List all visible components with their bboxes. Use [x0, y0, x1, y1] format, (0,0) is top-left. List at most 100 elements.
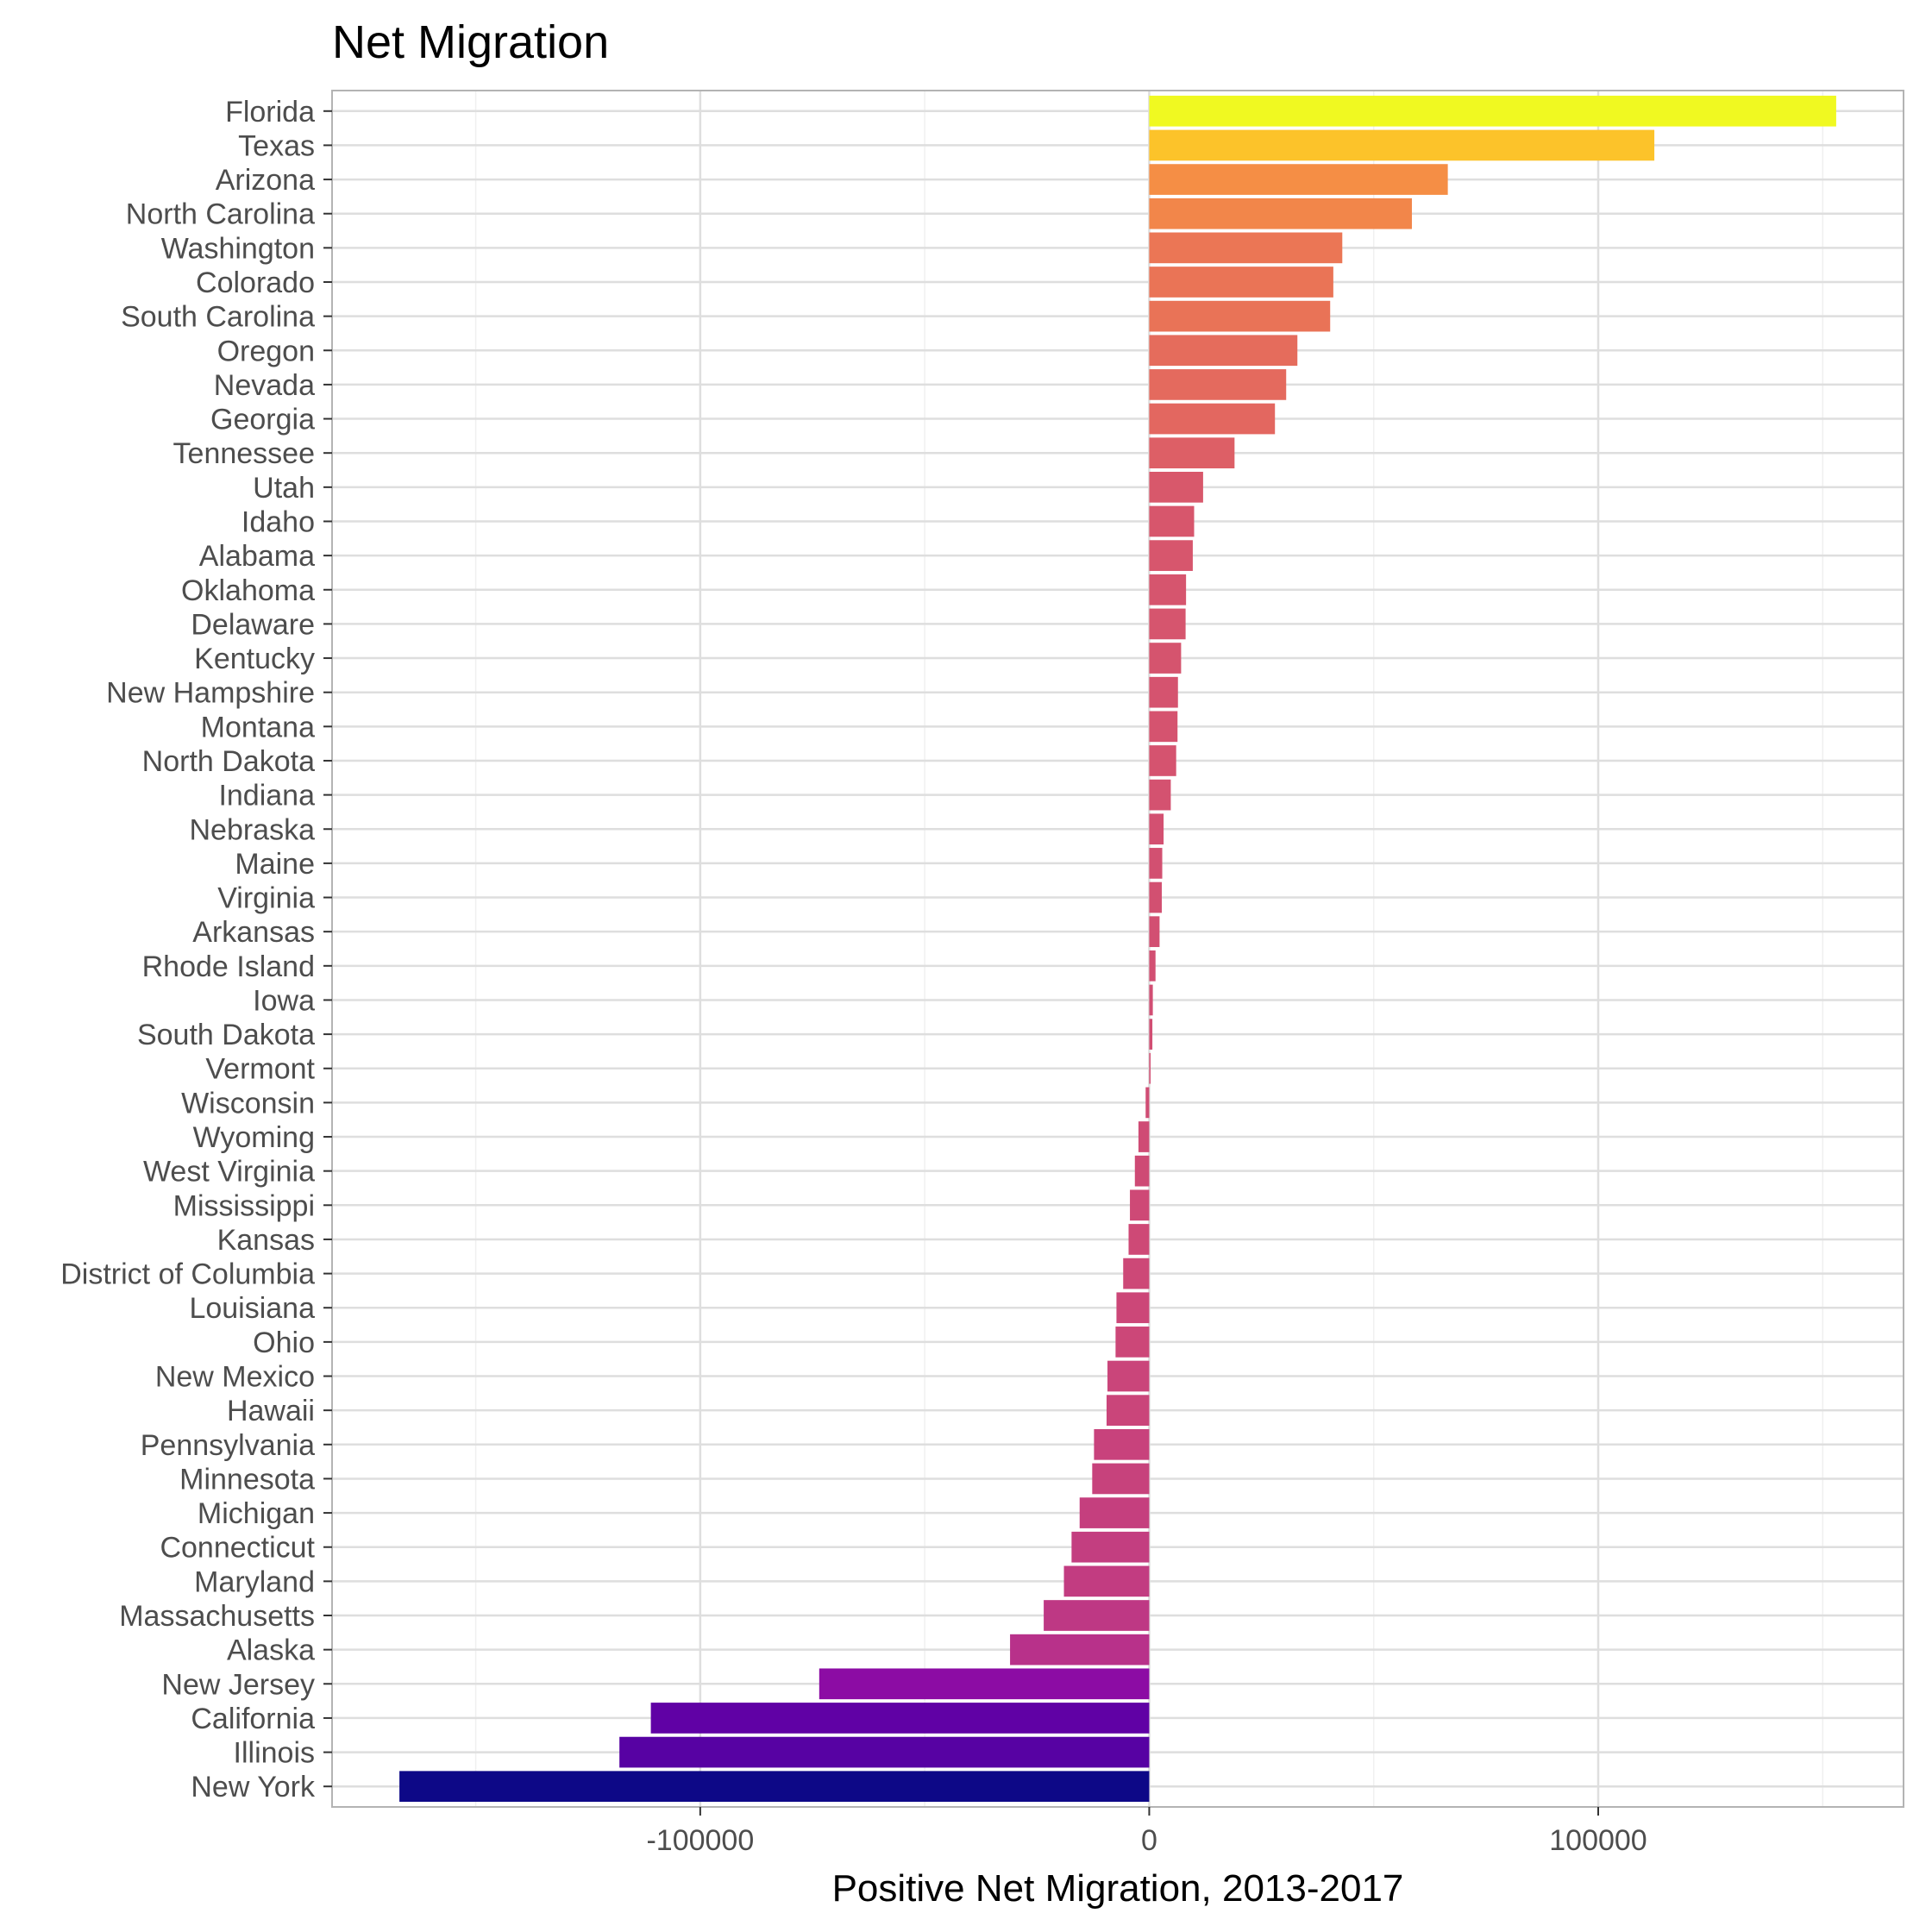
bar-iowa: [1149, 984, 1153, 1016]
bar-new-york: [399, 1771, 1150, 1803]
category-label-nevada: Nevada: [214, 369, 315, 402]
bar-georgia: [1149, 403, 1276, 435]
bar-district-of-columbia: [1123, 1258, 1150, 1289]
category-label-kansas: Kansas: [217, 1224, 315, 1257]
category-label-colorado: Colorado: [196, 267, 315, 299]
category-label-wyoming: Wyoming: [193, 1121, 315, 1154]
category-label-west-virginia: West Virginia: [143, 1156, 315, 1189]
category-label-new-york: New York: [191, 1771, 316, 1803]
bar-colorado: [1149, 267, 1333, 298]
chart-title: Net Migration: [332, 16, 609, 68]
category-label-south-carolina: South Carolina: [121, 301, 315, 334]
bar-rhode-island: [1149, 950, 1156, 982]
bar-new-hampshire: [1149, 676, 1178, 708]
category-label-indiana: Indiana: [218, 780, 315, 812]
bar-hawaii: [1106, 1395, 1150, 1426]
bar-texas: [1149, 129, 1655, 161]
category-label-maryland: Maryland: [194, 1565, 315, 1598]
bar-new-jersey: [819, 1668, 1150, 1700]
category-label-kentucky: Kentucky: [194, 643, 315, 675]
bar-maine: [1149, 848, 1163, 879]
category-label-maine: Maine: [235, 848, 315, 881]
bar-south-carolina: [1149, 300, 1331, 332]
minor-gridlines: [474, 91, 1824, 1807]
category-label-district-of-columbia: District of Columbia: [60, 1258, 315, 1291]
category-label-california: California: [191, 1703, 315, 1735]
category-label-virginia: Virginia: [217, 882, 315, 915]
bar-ohio: [1115, 1327, 1150, 1358]
category-label-illinois: Illinois: [234, 1737, 315, 1770]
category-label-north-carolina: North Carolina: [126, 198, 315, 231]
bar-minnesota: [1092, 1463, 1150, 1495]
bar-wisconsin: [1145, 1087, 1150, 1119]
category-label-washington: Washington: [161, 232, 315, 265]
bar-kentucky: [1149, 643, 1182, 674]
category-label-nebraska: Nebraska: [189, 813, 315, 846]
bar-idaho: [1149, 505, 1195, 537]
category-label-wisconsin: Wisconsin: [181, 1087, 315, 1120]
x-tick-label: 0: [1141, 1824, 1157, 1857]
bar-oklahoma: [1149, 574, 1187, 605]
bar-kansas: [1128, 1224, 1150, 1255]
bar-west-virginia: [1134, 1155, 1150, 1187]
bar-alaska: [1010, 1634, 1150, 1665]
bar-washington: [1149, 232, 1343, 264]
bar-maryland: [1063, 1565, 1150, 1597]
bar-virginia: [1149, 881, 1163, 913]
category-label-louisiana: Louisiana: [189, 1292, 315, 1325]
category-label-mississippi: Mississippi: [173, 1189, 315, 1222]
bar-california: [650, 1703, 1150, 1734]
category-label-arizona: Arizona: [216, 164, 315, 197]
bar-vermont: [1149, 1052, 1151, 1084]
bar-florida: [1149, 95, 1836, 127]
category-label-tennessee: Tennessee: [173, 437, 315, 470]
category-label-minnesota: Minnesota: [179, 1463, 315, 1496]
category-label-vermont: Vermont: [205, 1053, 315, 1086]
category-label-north-dakota: North Dakota: [142, 745, 315, 778]
category-label-montana: Montana: [201, 711, 315, 743]
bar-indiana: [1149, 779, 1171, 811]
category-label-south-dakota: South Dakota: [137, 1019, 315, 1051]
category-label-oklahoma: Oklahoma: [181, 574, 315, 607]
bar-north-carolina: [1149, 198, 1412, 229]
bar-delaware: [1149, 608, 1186, 640]
category-label-new-hampshire: New Hampshire: [106, 677, 315, 710]
category-label-ohio: Ohio: [253, 1327, 315, 1359]
category-label-michigan: Michigan: [198, 1497, 315, 1530]
bar-new-mexico: [1107, 1360, 1150, 1392]
bar-louisiana: [1116, 1292, 1150, 1324]
bars-group: [399, 95, 1836, 1803]
category-label-new-jersey: New Jersey: [161, 1668, 315, 1701]
bar-illinois: [619, 1736, 1150, 1768]
bar-michigan: [1079, 1497, 1150, 1528]
bar-connecticut: [1071, 1531, 1150, 1563]
bar-alabama: [1149, 540, 1193, 571]
bar-arizona: [1149, 164, 1448, 195]
bar-oregon: [1149, 335, 1298, 367]
x-tick-label: -100000: [646, 1824, 754, 1857]
x-axis-label: Positive Net Migration, 2013-2017: [832, 1867, 1404, 1910]
bar-massachusetts: [1044, 1600, 1150, 1631]
category-label-texas: Texas: [238, 129, 315, 162]
plot-panel-border: [331, 90, 1904, 1808]
category-label-arkansas: Arkansas: [192, 916, 315, 949]
bar-nebraska: [1149, 813, 1164, 845]
category-label-connecticut: Connecticut: [160, 1532, 315, 1565]
category-label-florida: Florida: [225, 96, 315, 129]
bar-arkansas: [1149, 916, 1160, 948]
category-label-georgia: Georgia: [210, 404, 315, 436]
category-label-oregon: Oregon: [217, 335, 315, 367]
category-label-pennsylvania: Pennsylvania: [141, 1429, 315, 1462]
bar-utah: [1149, 472, 1203, 503]
category-label-utah: Utah: [253, 472, 315, 505]
category-label-delaware: Delaware: [191, 608, 315, 641]
bar-south-dakota: [1149, 1019, 1153, 1050]
category-label-idaho: Idaho: [242, 505, 315, 538]
bar-pennsylvania: [1094, 1428, 1150, 1460]
category-label-new-mexico: New Mexico: [155, 1361, 315, 1394]
bar-tennessee: [1149, 437, 1235, 469]
bar-montana: [1149, 711, 1178, 743]
bar-mississippi: [1130, 1189, 1150, 1221]
